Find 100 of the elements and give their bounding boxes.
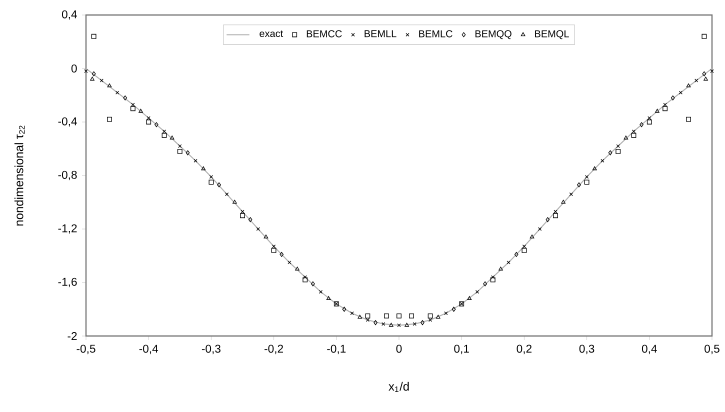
x-tick-label: 0,2 xyxy=(516,344,532,354)
point xyxy=(655,108,660,113)
x-tick-label: 0,1 xyxy=(454,344,469,354)
point xyxy=(428,318,432,322)
point xyxy=(162,130,166,134)
point xyxy=(295,266,300,271)
x-tick-label: 0 xyxy=(396,344,402,353)
point xyxy=(538,227,542,231)
point xyxy=(130,106,136,112)
point xyxy=(475,290,480,294)
x-axis-title: x$_{1}$/d xyxy=(388,382,409,392)
point xyxy=(702,34,707,39)
point xyxy=(678,90,683,94)
x-tick-label: -0,3 xyxy=(202,344,220,354)
point xyxy=(662,106,668,112)
x-tick-label: 0,3 xyxy=(579,344,594,354)
x-tick-label: -0,1 xyxy=(327,344,346,354)
x-tick-label: 0,5 xyxy=(704,344,720,354)
point xyxy=(374,320,378,326)
point xyxy=(444,311,448,316)
point xyxy=(710,69,714,74)
point xyxy=(600,158,604,163)
point xyxy=(670,95,675,100)
point xyxy=(154,122,158,128)
point xyxy=(107,83,112,88)
point xyxy=(663,102,667,106)
point xyxy=(382,322,386,326)
point xyxy=(388,322,394,327)
point xyxy=(302,277,308,282)
y-tick-label: 0,4 xyxy=(62,10,77,20)
point xyxy=(648,116,652,120)
point xyxy=(232,200,237,204)
legend-label: BEMQL xyxy=(535,30,569,40)
point xyxy=(522,248,527,253)
y-tick-label: -0,4 xyxy=(58,117,77,127)
point xyxy=(240,213,245,218)
point xyxy=(146,120,152,124)
point xyxy=(584,174,589,179)
point xyxy=(318,290,323,294)
point xyxy=(409,313,414,318)
point xyxy=(616,148,621,154)
point xyxy=(530,234,534,238)
point xyxy=(91,34,96,39)
point xyxy=(170,136,174,140)
point xyxy=(92,71,96,76)
point xyxy=(483,281,488,286)
point xyxy=(366,318,370,322)
y-tick-label: -0,8 xyxy=(58,170,77,180)
legend-label: exact xyxy=(260,30,284,38)
point xyxy=(569,192,573,196)
point xyxy=(624,136,628,140)
point xyxy=(397,323,401,328)
point xyxy=(412,322,416,326)
point xyxy=(592,166,597,170)
point xyxy=(271,248,276,253)
y-tick-label: -1,2 xyxy=(58,224,77,234)
point xyxy=(131,102,135,106)
x-tick-label: -0,5 xyxy=(76,344,96,354)
point xyxy=(342,306,346,312)
point xyxy=(632,130,636,134)
point xyxy=(553,213,558,218)
point xyxy=(225,192,229,196)
point xyxy=(384,313,389,318)
point xyxy=(326,296,331,300)
legend-label: BEMCC xyxy=(306,30,342,38)
point xyxy=(396,313,402,318)
y-tick-label: -2 xyxy=(68,332,77,340)
point xyxy=(358,314,362,319)
x-tick-label: -0,4 xyxy=(139,344,158,354)
point xyxy=(90,76,94,81)
x-tick-label: -0,2 xyxy=(264,344,283,354)
point xyxy=(123,95,128,100)
x-tick-label: 0,4 xyxy=(642,344,657,354)
point xyxy=(115,90,120,94)
point xyxy=(704,76,708,81)
legend-label: BEMLC xyxy=(419,30,452,38)
point xyxy=(350,311,354,316)
point xyxy=(686,116,691,122)
line-series xyxy=(85,68,713,326)
point xyxy=(702,71,706,76)
point xyxy=(694,78,698,82)
point xyxy=(177,148,182,154)
point xyxy=(490,277,496,282)
point xyxy=(491,275,495,279)
point xyxy=(646,120,652,124)
legend-label: BEMLL xyxy=(364,30,396,38)
point xyxy=(162,132,167,138)
point xyxy=(561,200,566,204)
point xyxy=(546,217,550,222)
point xyxy=(452,306,456,312)
point xyxy=(194,158,198,163)
y-tick-label: 0 xyxy=(71,64,77,73)
point xyxy=(310,281,315,286)
point xyxy=(467,296,472,300)
point xyxy=(272,244,276,248)
point xyxy=(201,166,206,170)
point xyxy=(498,266,503,271)
point xyxy=(686,83,691,88)
point xyxy=(428,313,433,318)
point xyxy=(256,227,260,231)
